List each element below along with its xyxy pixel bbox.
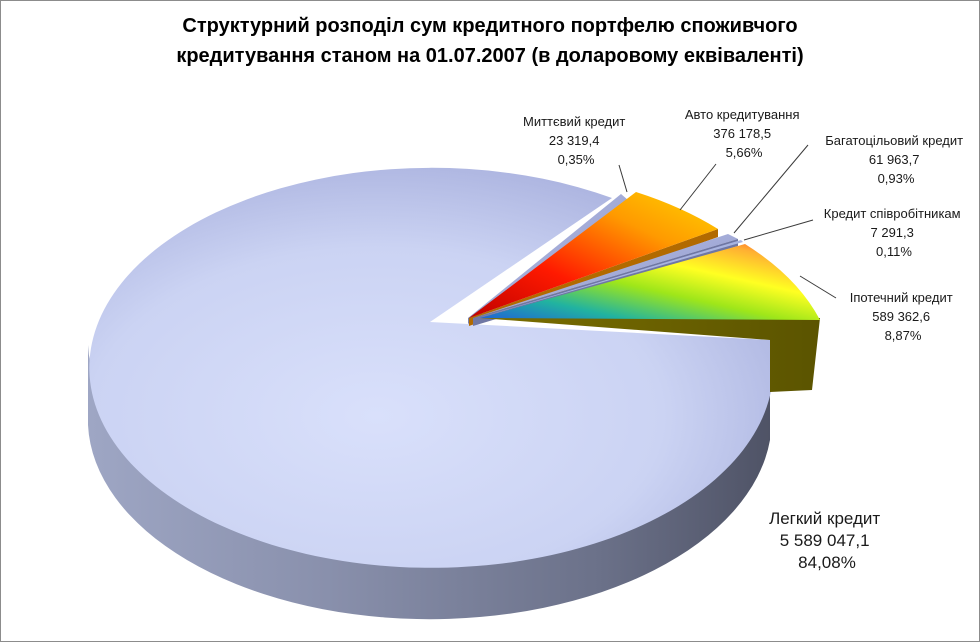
slice-group-mortgage — [480, 244, 820, 392]
leader-line-multipurpose — [733, 144, 809, 234]
label-multipurpose: Багатоцільовий кредит 61 963,7 0,93% — [825, 133, 966, 186]
chart-title-line-2: кредитування станом на 01.07.2007 (в дол… — [176, 45, 804, 67]
label-employee: Кредит співробітникам 7 291,3 0,11% — [824, 206, 964, 259]
leader-lines — [618, 144, 837, 299]
label-auto: Авто кредитування 376 178,5 5,66% — [685, 107, 803, 160]
slice-employee — [478, 240, 743, 318]
leader-line-auto — [679, 163, 717, 211]
label-easy-credit: Легкий кредит 5 589 047,1 84,08% — [769, 509, 885, 572]
leader-line-instant — [618, 164, 628, 193]
data-labels: Миттєвий кредит 23 319,4 0,35% Авто кред… — [523, 107, 966, 343]
slice-group-easy-credit — [88, 167, 774, 620]
leader-line-employee — [743, 219, 814, 241]
leader-line-mortgage — [799, 275, 837, 299]
chart-title-line-1: Структурний розподіл сум кредитного порт… — [182, 15, 798, 37]
slice-group-employee — [478, 240, 743, 318]
chart-title: Структурний розподіл сум кредитного порт… — [1, 11, 979, 71]
slice-multipurpose — [473, 234, 738, 318]
slice-instant-credit — [468, 194, 628, 318]
label-instant: Миттєвий кредит 23 319,4 0,35% — [523, 114, 629, 167]
slice-easy-credit — [89, 167, 774, 568]
slice-auto — [469, 192, 718, 318]
slice-side-mortgage — [480, 318, 820, 392]
label-mortgage: Іпотечний кредит 589 362,6 8,87% — [850, 290, 957, 343]
slice-side-easy-credit — [88, 345, 770, 620]
slice-mortgage — [480, 244, 820, 320]
data-label-main: Легкий кредит 5 589 047,1 84,08% — [769, 509, 885, 572]
